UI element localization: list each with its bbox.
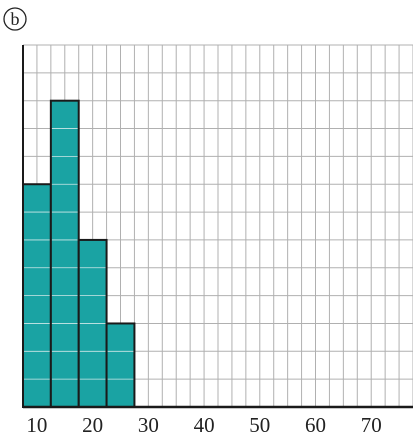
x-tick-label: 60 [305, 413, 326, 437]
bar-4 [106, 323, 135, 407]
bar-2 [50, 100, 79, 407]
x-tick-label: 70 [361, 413, 382, 437]
x-tick-label: 10 [26, 413, 47, 437]
x-tick-label: 50 [249, 413, 270, 437]
x-tick-label: 30 [138, 413, 159, 437]
axes [22, 45, 413, 409]
x-tick-labels: 10 20 30 40 50 60 70 [26, 413, 381, 437]
bars [22, 99, 136, 409]
panel-label-badge: b [3, 7, 27, 31]
panel-label: b [11, 9, 20, 29]
x-tick-label: 20 [82, 413, 103, 437]
x-tick-label: 40 [194, 413, 215, 437]
panel-label-circle [3, 7, 27, 31]
